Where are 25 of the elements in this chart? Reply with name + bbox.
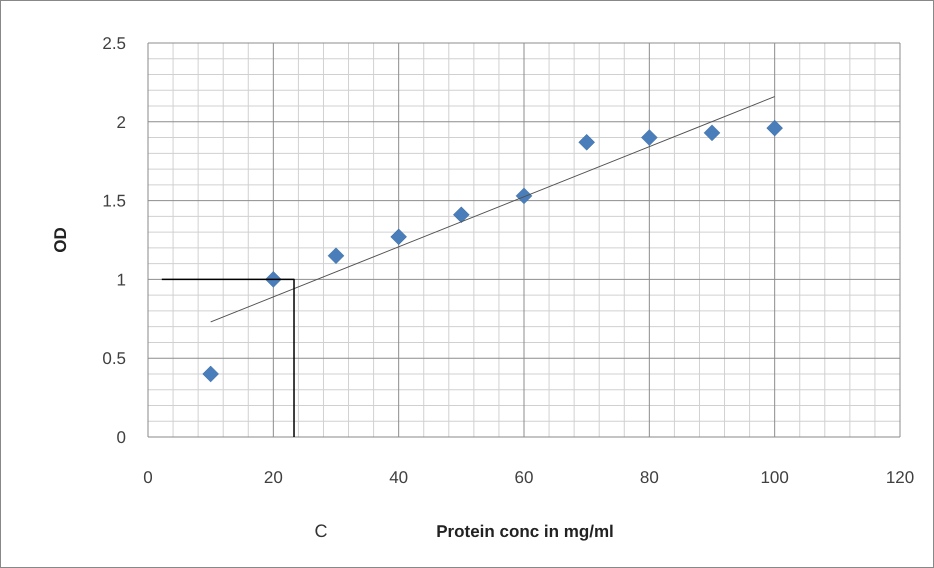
- x-tick-label: 80: [640, 468, 659, 487]
- y-tick-label: 1.5: [102, 192, 126, 211]
- point: [704, 124, 720, 142]
- y-axis-title: OD: [51, 227, 70, 253]
- x-tick-label: 60: [514, 468, 534, 487]
- point: [578, 134, 595, 151]
- x-tick-label: 20: [264, 468, 283, 487]
- x-tick-label: 0: [143, 468, 153, 487]
- point: [516, 188, 532, 204]
- point: [202, 366, 219, 382]
- y-tick-label: 2.5: [102, 34, 126, 53]
- text: C: [314, 521, 328, 541]
- y-tick-label: 2: [116, 112, 126, 132]
- point: [453, 206, 470, 224]
- x-tick-label: 100: [760, 468, 789, 487]
- point: [390, 228, 407, 246]
- x-tick-label: 40: [389, 468, 408, 487]
- point: [328, 248, 344, 264]
- point: [641, 129, 658, 146]
- y-tick-label: 1: [116, 270, 126, 290]
- y-tick-label: 0.5: [102, 349, 126, 368]
- point: [766, 120, 783, 136]
- x-tick-label: 120: [886, 468, 914, 487]
- y-tick-label: 0: [116, 428, 126, 447]
- x-axis-title: Protein conc in mg/ml: [436, 522, 614, 541]
